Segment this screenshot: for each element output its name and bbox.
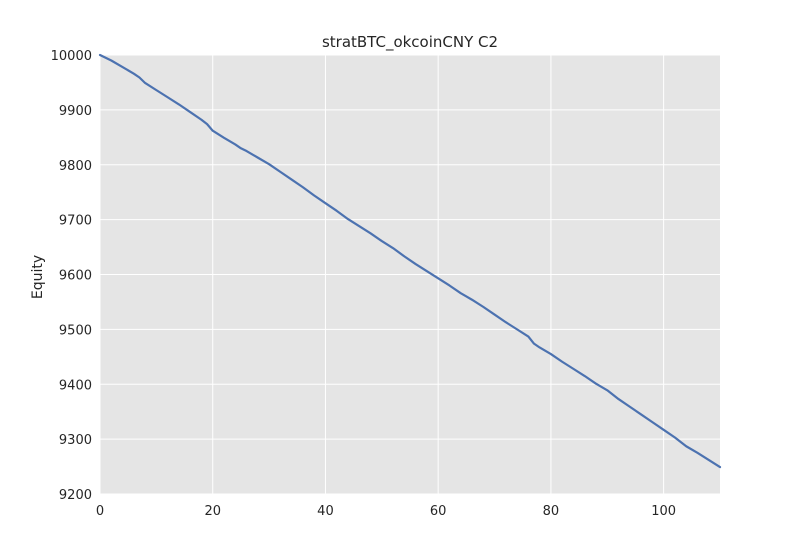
series-group — [98, 53, 722, 469]
x-tick-label: 80 — [543, 504, 560, 519]
y-tick-label: 9700 — [59, 214, 92, 229]
series-line-0 — [98, 53, 722, 469]
y-tick-label: 9400 — [59, 378, 92, 393]
x-tick-label: 60 — [430, 504, 447, 519]
x-tick-labels: 0 20 40 60 80 100 — [96, 504, 676, 519]
y-tick-label: 9300 — [59, 433, 92, 448]
y-tick-labels: 9200 9300 9400 9500 9600 9700 9800 9900 10000 — [51, 49, 92, 503]
y-tick-label: 9500 — [59, 323, 92, 338]
y-tick-label: 9200 — [59, 488, 92, 503]
y-tick-label: 9900 — [59, 104, 92, 119]
y-tick-label: 9800 — [59, 159, 92, 174]
x-tick-label: 20 — [204, 504, 221, 519]
x-tick-label: 40 — [317, 504, 334, 519]
x-tick-label: 100 — [651, 504, 676, 519]
grid-lines — [99, 54, 720, 495]
y-axis-label: Equity — [30, 255, 46, 299]
chart-title: stratBTC_okcoinCNY C2 — [322, 33, 498, 52]
y-tick-label: 9600 — [59, 269, 92, 284]
y-tick-label: 10000 — [51, 49, 92, 64]
x-tick-label: 0 — [96, 504, 104, 519]
